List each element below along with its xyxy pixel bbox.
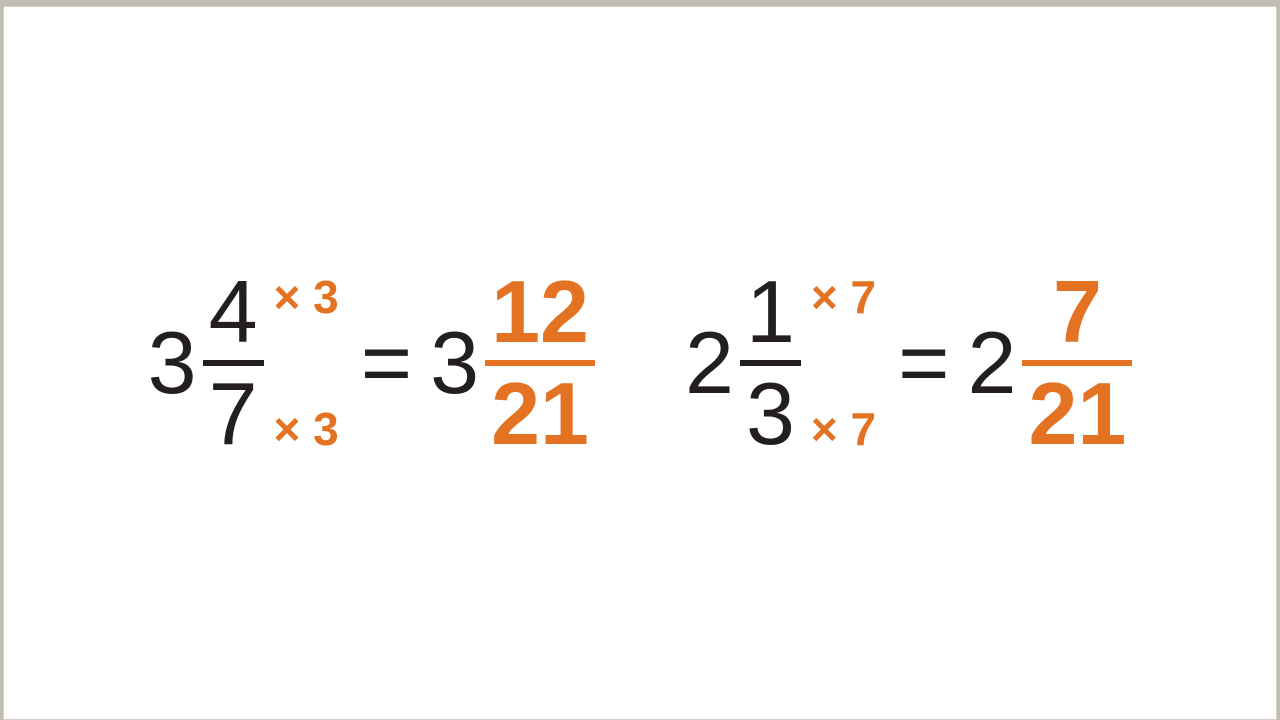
equation-1: 3 4 7 × 3 × 3 = 3 12 21 (148, 268, 595, 458)
whole-number-result: 2 (968, 319, 1017, 407)
whole-number-result: 3 (430, 319, 479, 407)
fraction-result: 12 21 (485, 268, 595, 458)
denominator-result: 21 (1022, 370, 1132, 458)
denominator: 7 (203, 370, 264, 458)
numerator-result: 7 (1047, 268, 1108, 356)
numerator-result: 12 (485, 268, 595, 356)
numerator: 1 (740, 268, 801, 356)
multipliers: × 3 × 3 (274, 268, 339, 458)
multiplier-top: × 3 (274, 274, 339, 320)
equation-stage: 3 4 7 × 3 × 3 = 3 12 21 2 1 (4, 268, 1276, 458)
multipliers: × 7 × 7 (811, 268, 876, 458)
equation-2: 2 1 3 × 7 × 7 = 2 7 21 (685, 268, 1132, 458)
content-panel: 3 4 7 × 3 × 3 = 3 12 21 2 1 (3, 6, 1277, 720)
whole-number: 3 (148, 319, 197, 407)
denominator: 3 (740, 370, 801, 458)
numerator: 4 (203, 268, 264, 356)
equals-sign: = (898, 319, 949, 407)
fraction-result: 7 21 (1022, 268, 1132, 458)
denominator-result: 21 (485, 370, 595, 458)
fraction-left: 4 7 (203, 268, 264, 458)
multiplier-bottom: × 7 (811, 406, 876, 452)
multiplier-top: × 7 (811, 274, 876, 320)
whole-number: 2 (685, 319, 734, 407)
multiplier-bottom: × 3 (274, 406, 339, 452)
equals-sign: = (361, 319, 412, 407)
fraction-left: 1 3 (740, 268, 801, 458)
